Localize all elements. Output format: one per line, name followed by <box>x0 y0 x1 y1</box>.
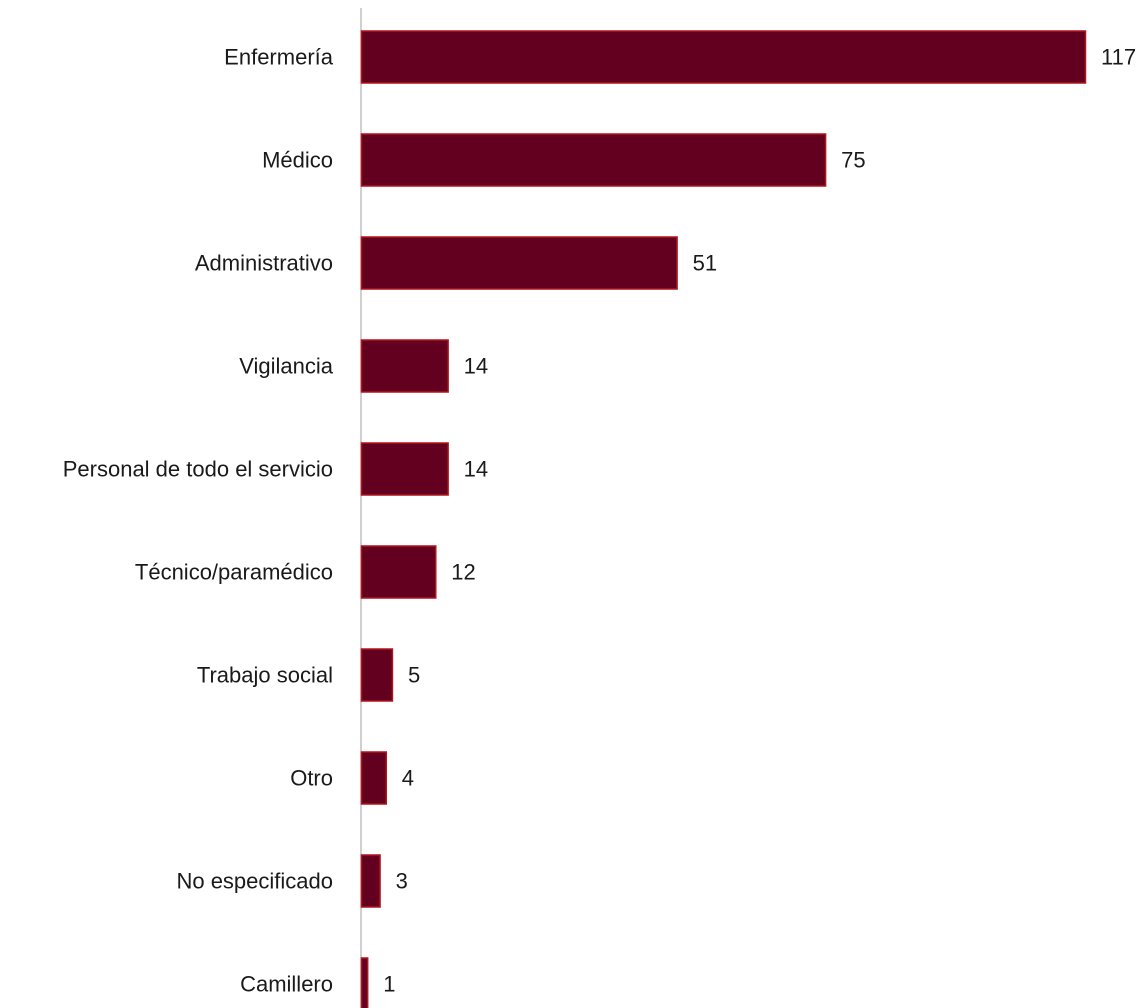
value-label: 51 <box>693 251 717 276</box>
category-label: Camillero <box>240 972 333 997</box>
bar <box>360 236 678 290</box>
value-label: 14 <box>464 354 488 379</box>
category-label: Personal de todo el servicio <box>63 457 333 482</box>
bar <box>360 957 369 1008</box>
category-label: Técnico/paramédico <box>135 560 333 585</box>
bar <box>360 854 381 908</box>
bar <box>360 133 827 187</box>
bar <box>360 30 1087 84</box>
value-label: 4 <box>402 766 414 791</box>
value-label: 3 <box>396 869 408 894</box>
value-label: 117 <box>1101 45 1136 70</box>
bar <box>360 339 449 393</box>
category-label: Vigilancia <box>239 354 334 379</box>
value-label: 12 <box>451 560 475 585</box>
category-labels: Enfermería Médico Administrativo Vigilancia… <box>63 45 334 997</box>
value-label: 75 <box>841 148 865 173</box>
category-label: Enfermería <box>224 45 334 70</box>
bars <box>360 30 1087 1008</box>
category-label: Otro <box>290 766 333 791</box>
category-label: Médico <box>262 148 333 173</box>
bar <box>360 648 394 702</box>
bar <box>360 442 449 496</box>
value-labels: 117 75 51 14 14 12 5 4 3 1 <box>383 45 1136 997</box>
category-label: Trabajo social <box>197 663 333 688</box>
value-label: 5 <box>408 663 420 688</box>
category-label: No especificado <box>176 869 333 894</box>
category-label: Administrativo <box>195 251 333 276</box>
value-label: 1 <box>383 972 395 997</box>
bar <box>360 751 388 805</box>
value-label: 14 <box>464 457 488 482</box>
bar <box>360 545 437 599</box>
